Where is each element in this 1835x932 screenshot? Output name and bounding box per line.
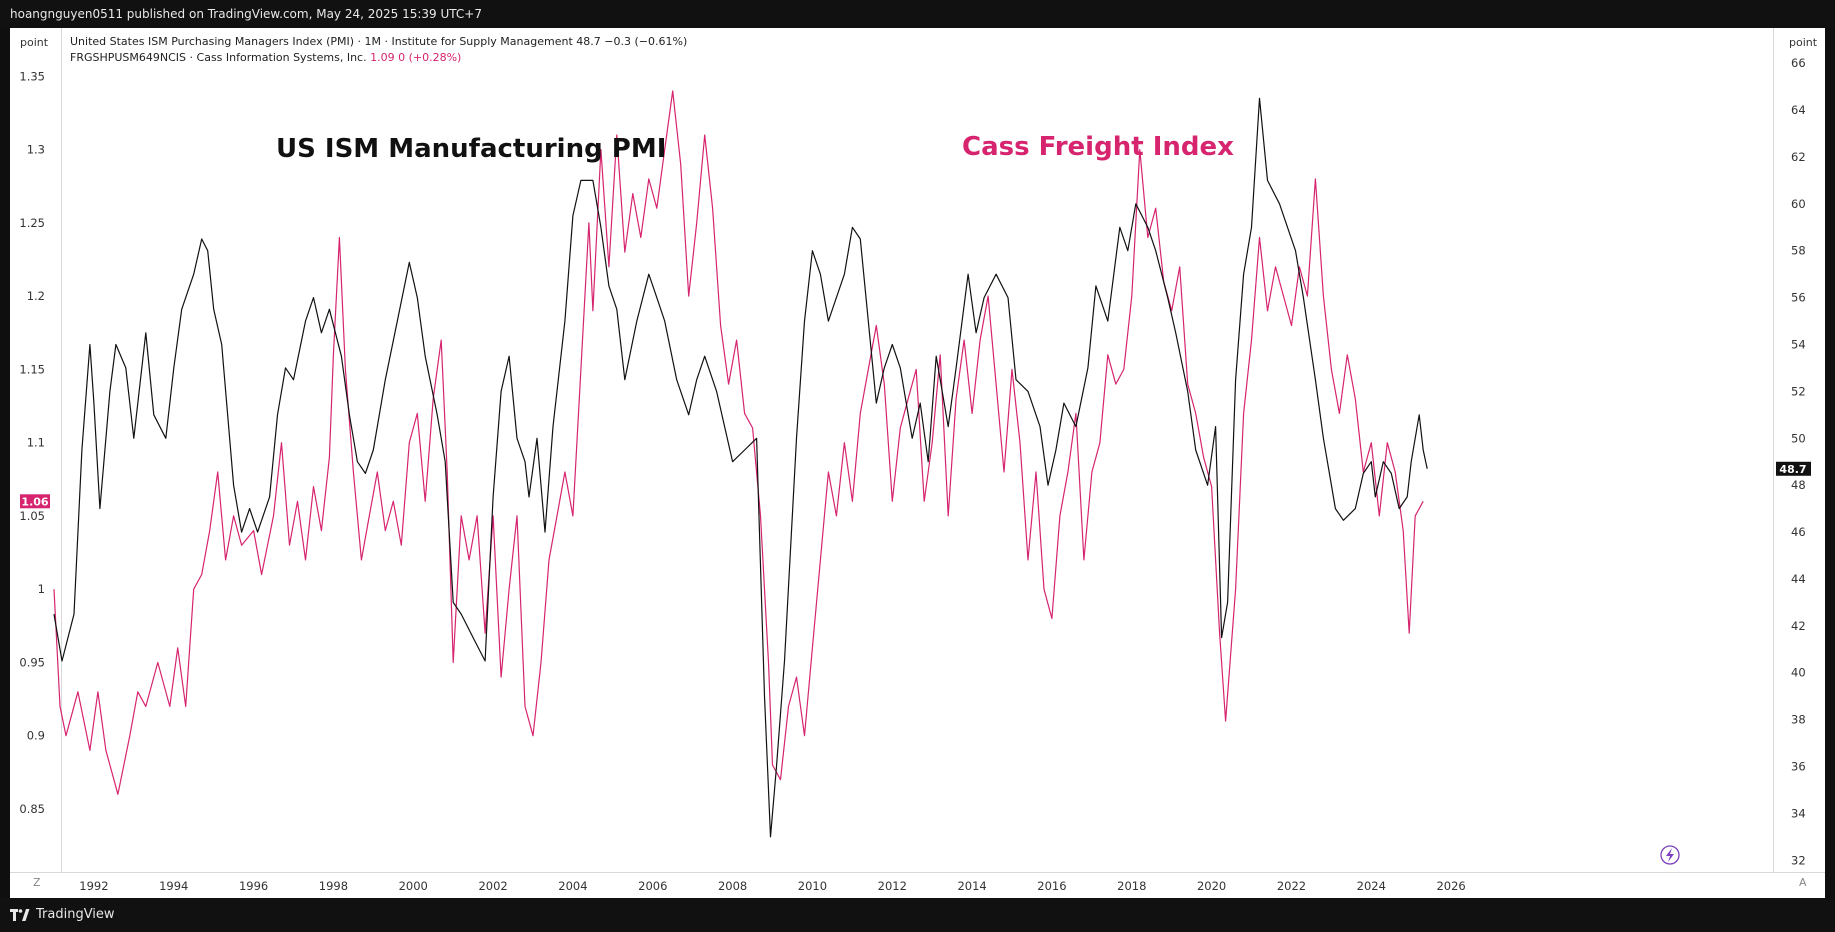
left-tick-label: 1.15 <box>19 362 45 376</box>
right-tick-label: 36 <box>1791 760 1806 774</box>
x-tick-label: 2010 <box>798 879 827 893</box>
left-tick-label: 1.1 <box>27 436 45 450</box>
tradingview-logo[interactable]: TradingView <box>10 898 115 932</box>
legend-cass-value: 1.09 <box>370 51 395 64</box>
x-tick-label: 2016 <box>1037 879 1066 893</box>
lightning-icon <box>1660 845 1680 865</box>
chart-plot[interactable]: 1992 1994 1996 1998 2000 2002 2004 2006 2008 2010… <box>10 28 1825 898</box>
right-tick-label: 52 <box>1791 384 1806 398</box>
cass-last-value-badge <box>20 494 50 509</box>
right-tick-label: 62 <box>1791 150 1806 164</box>
left-tick-label: 0.95 <box>19 655 45 669</box>
right-tick-label: 46 <box>1791 525 1806 539</box>
right-tick-label: 60 <box>1791 197 1806 211</box>
right-tick-label: 44 <box>1791 572 1806 586</box>
x-tick-label: 2014 <box>957 879 986 893</box>
cass-last-value-label: 1.06 <box>21 495 48 508</box>
right-tick-label: 54 <box>1791 338 1806 352</box>
right-tick-label: 64 <box>1791 103 1806 117</box>
tradingview-logo-icon <box>10 909 30 921</box>
x-tick-label: 1992 <box>79 879 108 893</box>
x-tick-label: 2024 <box>1357 879 1386 893</box>
legend-cass-change: 0 (+0.28%) <box>398 51 462 64</box>
publish-info: hoangnguyen0511 published on TradingView… <box>10 7 482 21</box>
right-axis-unit: point <box>1789 36 1818 49</box>
x-tick-label: 2026 <box>1436 879 1465 893</box>
tradingview-brand: TradingView <box>36 907 115 922</box>
legend-pmi[interactable]: United States ISM Purchasing Managers In… <box>70 34 687 50</box>
x-tick-label: 2004 <box>558 879 587 893</box>
x-tick-label: 2008 <box>718 879 747 893</box>
right-tick-label: 34 <box>1791 806 1806 820</box>
right-tick-label: 40 <box>1791 666 1806 680</box>
right-tick-label: 56 <box>1791 291 1806 305</box>
cass-title-annotation: Cass Freight Index <box>962 132 1234 162</box>
right-tick-label: 42 <box>1791 619 1806 633</box>
left-tick-label: 1.35 <box>19 69 45 83</box>
left-axis-unit: point <box>20 36 49 49</box>
x-tick-label: 1998 <box>319 879 348 893</box>
right-tick-label: 58 <box>1791 244 1806 258</box>
legend-pmi-value: 48.7 <box>576 35 601 48</box>
left-tick-label: 0.85 <box>19 802 45 816</box>
x-tick-label: 2000 <box>399 879 428 893</box>
right-axis-divider <box>1773 28 1774 872</box>
right-tick-label: 38 <box>1791 713 1806 727</box>
legend-pmi-change: −0.3 (−0.61%) <box>604 35 688 48</box>
left-tick-label: 1.3 <box>27 143 45 157</box>
left-tick-label: 1.25 <box>19 216 45 230</box>
chart-frame[interactable]: point point United States ISM Purchasing… <box>10 28 1825 898</box>
cass-series-line <box>53 90 1424 795</box>
legend-cass[interactable]: FRGSHPUSM649NCIS · Cass Information Syst… <box>70 50 687 66</box>
x-tick-label: 2022 <box>1277 879 1306 893</box>
left-tick-label: 1.2 <box>27 289 45 303</box>
left-axis-divider <box>61 28 62 872</box>
right-tick-label: 32 <box>1791 853 1806 867</box>
x-tick-label: 1996 <box>239 879 268 893</box>
pmi-title-annotation: US ISM Manufacturing PMI <box>276 134 667 164</box>
x-tick-label: 2006 <box>638 879 667 893</box>
left-tick-label: 1 <box>38 582 45 596</box>
legend: United States ISM Purchasing Managers In… <box>70 34 687 66</box>
footer: TradingView <box>0 898 1835 932</box>
right-tick-label: 50 <box>1791 431 1806 445</box>
time-axis-divider <box>10 872 1825 873</box>
legend-cass-label: FRGSHPUSM649NCIS · Cass Information Syst… <box>70 51 367 64</box>
zoom-reset-button[interactable]: Z <box>33 876 41 889</box>
lightning-bolt-icon <box>1666 848 1674 862</box>
legend-pmi-label: United States ISM Purchasing Managers In… <box>70 35 573 48</box>
x-tick-label: 2002 <box>478 879 507 893</box>
x-tick-label: 2018 <box>1117 879 1146 893</box>
publish-header: hoangnguyen0511 published on TradingView… <box>0 0 1835 28</box>
left-tick-label: 1.05 <box>19 509 45 523</box>
x-tick-label: 1994 <box>159 879 188 893</box>
pmi-series-line <box>53 97 1428 838</box>
right-tick-label: 66 <box>1791 56 1806 70</box>
right-tick-label: 48 <box>1791 478 1806 492</box>
pmi-last-value-label: 48.7 <box>1779 463 1806 476</box>
auto-scale-button[interactable]: A <box>1799 876 1807 889</box>
pmi-last-value-badge <box>1776 461 1811 476</box>
x-tick-label: 2020 <box>1197 879 1226 893</box>
x-tick-label: 2012 <box>878 879 907 893</box>
left-tick-label: 0.9 <box>27 729 45 743</box>
